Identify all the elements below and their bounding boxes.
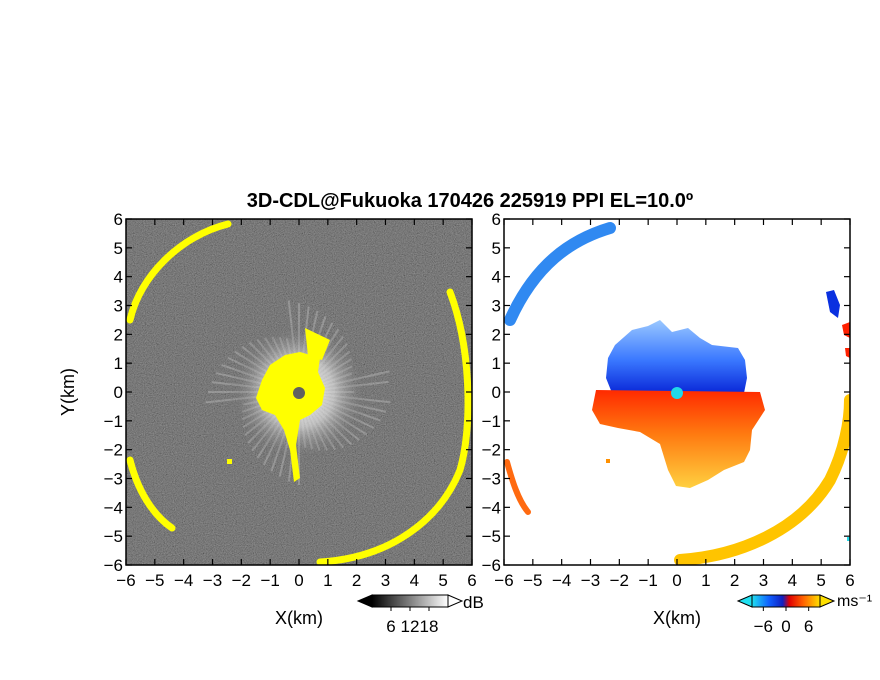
- y-tick-label: 5: [492, 239, 501, 258]
- x-tick-label: −6: [494, 571, 513, 590]
- y-tick-label: −6: [482, 556, 501, 575]
- y-tick-label: 1: [114, 354, 123, 373]
- y-tick-label: −4: [482, 498, 501, 517]
- y-tick-label: 0: [492, 383, 501, 402]
- colorbar-low-extend: [736, 594, 753, 608]
- colorbar-velocity: −6 0 6 ms⁻¹: [736, 593, 872, 636]
- x-tick-label: −6: [116, 571, 135, 590]
- colorbar-tick-label: 0: [781, 617, 790, 636]
- colorbar-low-extend: [356, 594, 373, 608]
- x-tick-label: 4: [410, 571, 419, 590]
- clutter-core: [256, 328, 330, 482]
- clutter-spot: [227, 459, 232, 464]
- x-tick-label: −3: [203, 571, 222, 590]
- axis-ticks: [503, 218, 851, 566]
- site-marker: [293, 387, 305, 399]
- x-tick-label: 4: [788, 571, 797, 590]
- y-tick-label: −2: [104, 441, 123, 460]
- y-tick-label: −5: [482, 527, 501, 546]
- y-tick-label: 5: [114, 239, 123, 258]
- colorbar-ramp: [371, 594, 449, 608]
- y-tick-label: −5: [104, 527, 123, 546]
- colorbar-tick-label: 18: [420, 617, 439, 636]
- y-axis-label: Y(km): [58, 368, 78, 416]
- x-tick-labels: −6 −5 −4 −3 −2 −1 0 1 2 3 4 5 6: [494, 571, 854, 590]
- colorbar-high-extend: [819, 594, 836, 608]
- x-tick-labels: −6 −5 −4 −3 −2 −1 0 1 2 3 4 5 6: [116, 571, 476, 590]
- colorbar-high-extend: [447, 594, 464, 608]
- panel-velocity: −6 −5 −4 −3 −2 −1 0 1 2 3 4 5 6 −6−5−4−3−2−10123456 …: [482, 210, 873, 636]
- y-tick-label: −3: [482, 470, 501, 489]
- axis-ticks: [125, 218, 473, 566]
- x-tick-label: −5: [145, 571, 164, 590]
- x-tick-label: −2: [610, 571, 629, 590]
- colorbar-tick-label: 12: [401, 617, 420, 636]
- x-tick-label: −5: [523, 571, 542, 590]
- colorbar-unit: dB: [463, 593, 484, 612]
- x-tick-label: 0: [294, 571, 303, 590]
- y-tick-label: −2: [482, 441, 501, 460]
- panel-reflectivity: −6 −5 −4 −3 −2 −1 0 1 2 3 4 5 6 −6−5−4−3−2−10123456 …: [58, 210, 484, 636]
- x-tick-label: 3: [381, 571, 390, 590]
- y-tick-label: 4: [492, 268, 501, 287]
- colorbar-tick-label: 6: [804, 617, 813, 636]
- x-axis-label: X(km): [275, 608, 323, 628]
- x-tick-label: 1: [323, 571, 332, 590]
- x-tick-label: 6: [845, 571, 854, 590]
- y-tick-label: 2: [114, 325, 123, 344]
- echo-fleck: [606, 459, 610, 463]
- x-tick-label: 5: [816, 571, 825, 590]
- y-tick-label: 4: [114, 268, 123, 287]
- y-tick-label: 0: [114, 383, 123, 402]
- x-tick-label: 2: [352, 571, 361, 590]
- colorbar-unit: ms⁻¹: [837, 593, 872, 610]
- y-tick-label: 6: [114, 210, 123, 229]
- ring-southwest: [504, 459, 531, 515]
- ring-east-red: [842, 322, 850, 358]
- ring-southeast: [674, 394, 850, 565]
- x-tick-label: 0: [672, 571, 681, 590]
- clutter-ring: [126, 220, 472, 565]
- x-tick-label: −1: [638, 571, 657, 590]
- velocity-receding: [592, 390, 765, 488]
- x-tick-label: 5: [438, 571, 447, 590]
- y-tick-label: 2: [492, 325, 501, 344]
- y-tick-label: 1: [492, 354, 501, 373]
- y-tick-label: −3: [104, 470, 123, 489]
- y-tick-label: 3: [492, 297, 501, 316]
- y-tick-label: −1: [104, 412, 123, 431]
- colorbar-ticks: 6 12 18: [386, 607, 438, 636]
- colorbar-tick-label: 6: [386, 617, 395, 636]
- y-tick-labels: −6 −5 −4 −3 −2 −1 0 1 2 3 4 5 6: [482, 210, 501, 575]
- y-tick-label: −1: [482, 412, 501, 431]
- x-tick-label: 1: [701, 571, 710, 590]
- echo-fleck: [847, 537, 850, 541]
- x-tick-label: −2: [232, 571, 251, 590]
- y-tick-label: −4: [104, 498, 123, 517]
- x-tick-label: −4: [174, 571, 193, 590]
- x-tick-label: 6: [467, 571, 476, 590]
- x-tick-label: −1: [260, 571, 279, 590]
- colorbar-reflectivity: 6 12 18 dB: [356, 593, 484, 636]
- colorbar-ticks: −6 0 6: [754, 607, 813, 636]
- ring-northwest: [504, 222, 616, 326]
- y-tick-label: −6: [104, 556, 123, 575]
- ring-east-blue: [826, 290, 840, 318]
- x-tick-label: 3: [759, 571, 768, 590]
- velocity-approaching: [606, 320, 747, 393]
- y-tick-labels: −6 −5 −4 −3 −2 −1 0 1 2 3 4 5 6: [104, 210, 123, 575]
- chart-title: 3D-CDL@Fukuoka 170426 225919 PPI EL=10.0…: [247, 190, 693, 212]
- colorbar-ramp: [751, 594, 821, 608]
- x-axis-label: X(km): [653, 608, 701, 628]
- colorbar-tick-label: −6: [754, 617, 773, 636]
- site-marker: [671, 387, 683, 399]
- x-tick-label: −4: [552, 571, 571, 590]
- x-tick-label: 2: [730, 571, 739, 590]
- y-tick-label: 3: [114, 297, 123, 316]
- y-tick-label: 6: [492, 210, 501, 229]
- x-tick-label: −3: [581, 571, 600, 590]
